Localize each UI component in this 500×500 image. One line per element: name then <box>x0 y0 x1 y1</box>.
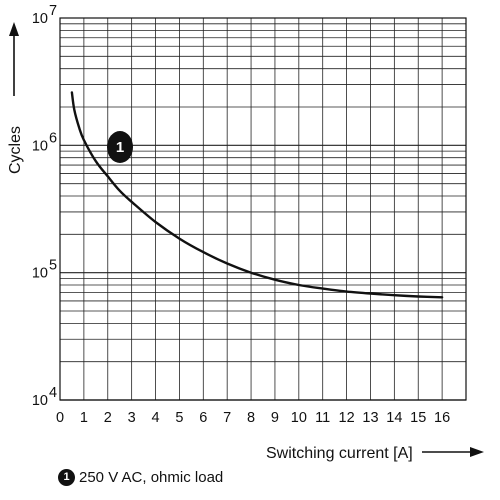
plot-frame <box>59 17 467 401</box>
x-tick-label: 2 <box>104 410 112 426</box>
legend-marker: 1 <box>58 468 75 486</box>
x-axis-title-group: Switching current [A] <box>266 445 484 462</box>
legend-label: 250 V AC, ohmic load <box>79 468 224 486</box>
y-tick-exponent: 4 <box>49 385 57 401</box>
y-tick-label: 10 <box>32 138 48 154</box>
x-tick-label: 16 <box>434 410 450 426</box>
x-tick-label: 5 <box>175 410 183 426</box>
y-axis-title: Cycles <box>7 126 24 174</box>
x-tick-label: 15 <box>410 410 426 426</box>
x-tick-label: 3 <box>128 410 136 426</box>
grid <box>59 18 467 401</box>
series-marker-badge <box>107 131 133 163</box>
y-axis-arrow-icon <box>9 22 19 36</box>
y-tick-label: 10 <box>32 11 48 27</box>
x-axis-title: Switching current [A] <box>266 445 413 462</box>
x-tick-label: 13 <box>362 410 378 426</box>
x-tick-label: 10 <box>291 410 307 426</box>
x-tick-labels: 0 1 2 3 4 5 6 7 8 9 10 11 12 13 14 15 16 <box>56 410 450 426</box>
x-tick-label: 0 <box>56 410 64 426</box>
y-axis-title-group: Cycles <box>7 22 24 174</box>
x-tick-label: 12 <box>339 410 355 426</box>
x-tick-label: 7 <box>223 410 231 426</box>
x-tick-label: 14 <box>386 410 402 426</box>
series-marker: 1 <box>107 131 133 163</box>
y-tick-exponent: 6 <box>49 130 57 146</box>
y-tick-label: 10 <box>32 393 48 409</box>
x-tick-label: 4 <box>151 410 159 426</box>
x-tick-label: 8 <box>247 410 255 426</box>
x-tick-label: 11 <box>315 410 330 426</box>
y-tick-exponent: 5 <box>49 258 57 274</box>
x-tick-label: 1 <box>80 410 88 426</box>
series-marker-number: 1 <box>116 139 124 156</box>
x-tick-label: 6 <box>199 410 207 426</box>
y-tick-exponent: 7 <box>49 3 57 19</box>
series-line-250v-ac <box>70 91 444 299</box>
y-tick-label: 10 <box>32 266 48 282</box>
legend: 1 250 V AC, ohmic load <box>58 466 223 488</box>
x-axis-arrow-icon <box>470 447 484 457</box>
x-tick-label: 9 <box>271 410 279 426</box>
